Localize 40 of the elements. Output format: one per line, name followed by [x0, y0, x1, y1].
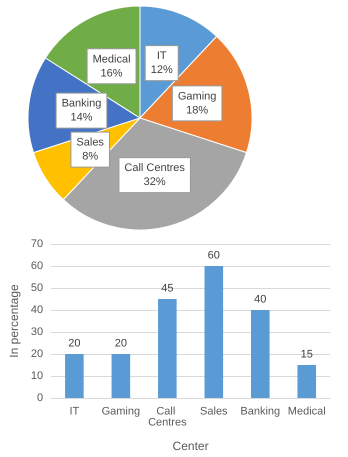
y-tick-label: 30: [30, 326, 44, 338]
data-label: 14%: [70, 112, 93, 124]
data-label: 45: [161, 282, 174, 294]
slice-label: Sales: [76, 136, 104, 149]
bar: [204, 266, 224, 398]
y-tick-label: 50: [30, 282, 44, 294]
data-label: 60: [208, 250, 220, 262]
y-tick-label: 10: [30, 370, 44, 382]
y-tick-label: 70: [30, 238, 44, 250]
data-label: 8%: [82, 150, 98, 163]
slice-label: IT: [156, 50, 167, 62]
y-axis-title: In percentage: [7, 284, 21, 358]
data-label: 40: [254, 294, 266, 306]
data-label: 18%: [186, 104, 208, 116]
data-label: 20: [68, 338, 80, 350]
data-label: 20: [114, 338, 127, 350]
y-tick-label: 40: [30, 304, 44, 316]
slice-label: Banking: [62, 98, 102, 110]
data-label: 12%: [150, 64, 173, 76]
bar: [250, 310, 270, 398]
y-tick-label: 20: [30, 348, 44, 360]
data-label: 16%: [100, 67, 123, 80]
slice-label: Medical: [92, 53, 131, 66]
data-label: 15: [300, 348, 313, 360]
y-tick-label: 60: [30, 260, 44, 272]
bar: [297, 365, 316, 398]
x-tick-label: Banking: [240, 406, 280, 418]
bar: [65, 354, 84, 398]
bar: [158, 299, 177, 398]
x-tick-label: Medical: [288, 406, 326, 418]
data-label: 32%: [144, 176, 166, 188]
x-tick-label: IT: [69, 406, 80, 418]
x-tick-label: Gaming: [102, 406, 140, 418]
slice-label: Call Centres: [124, 162, 186, 174]
x-tick-label: Call Centres: [148, 406, 188, 428]
y-tick-label: 0: [37, 392, 44, 404]
bar: [112, 354, 130, 398]
x-tick-label: Sales: [200, 406, 228, 418]
x-axis-title: Center: [172, 439, 209, 453]
slice-label: Gaming: [178, 90, 216, 102]
